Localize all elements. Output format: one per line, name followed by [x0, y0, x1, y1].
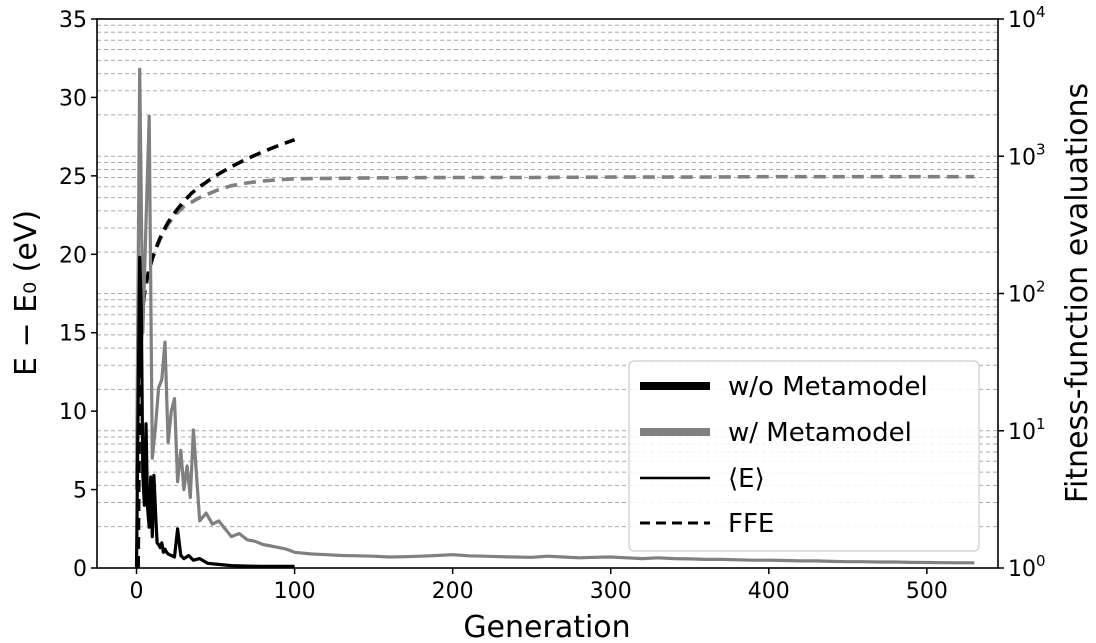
- left-y-tick-label: 30: [59, 86, 87, 111]
- x-tick-label: 400: [748, 579, 790, 604]
- legend-box: [628, 360, 980, 552]
- legend-label-wo-metamodel: w/o Metamodel: [728, 372, 928, 402]
- right-y-tick-label: 101: [1008, 415, 1046, 445]
- left-y-axis-title: E − E₀ (eV): [9, 210, 44, 376]
- x-tick-label: 200: [432, 579, 474, 604]
- legend-label-w-metamodel: w/ Metamodel: [728, 418, 912, 448]
- left-y-axis: 0 5 10 15 20 25 30 35: [59, 8, 97, 582]
- x-tick-label: 300: [590, 579, 632, 604]
- legend: w/o Metamodel w/ Metamodel ⟨E⟩ FFE: [628, 360, 980, 552]
- right-y-tick-label: 102: [1008, 278, 1046, 308]
- left-y-tick-label: 5: [73, 479, 87, 504]
- left-y-tick-label: 35: [59, 8, 87, 33]
- series-line-w-o-metamodel-e: [134, 255, 295, 569]
- right-y-tick-label: 103: [1008, 140, 1046, 170]
- x-axis: 0 100 200 300 400 500: [130, 568, 948, 604]
- series-line-w-o-metamodel-ffe: [136, 138, 296, 569]
- left-y-tick-label: 20: [59, 243, 87, 268]
- left-y-tick-label: 10: [59, 400, 87, 425]
- right-y-tick-label: 100: [1008, 552, 1046, 582]
- series-layer: [134, 67, 975, 569]
- left-y-tick-label: 0: [73, 557, 87, 582]
- legend-label-ffe: FFE: [728, 509, 774, 539]
- left-y-tick-label: 15: [59, 322, 87, 347]
- x-axis-title: Generation: [463, 610, 630, 643]
- left-y-tick-label: 25: [59, 165, 87, 190]
- x-tick-label: 500: [906, 579, 948, 604]
- legend-label-mean-energy: ⟨E⟩: [728, 464, 765, 494]
- right-y-axis-title: Fitness-function evaluations: [1060, 83, 1095, 503]
- x-tick-label: 0: [130, 579, 144, 604]
- series-line-w-metamodel-e: [134, 67, 975, 565]
- grid-lines: [97, 18, 998, 528]
- x-tick-label: 100: [274, 579, 316, 604]
- right-y-axis: 100 101 102 103 104: [998, 3, 1046, 582]
- right-y-tick-label: 104: [1008, 3, 1046, 33]
